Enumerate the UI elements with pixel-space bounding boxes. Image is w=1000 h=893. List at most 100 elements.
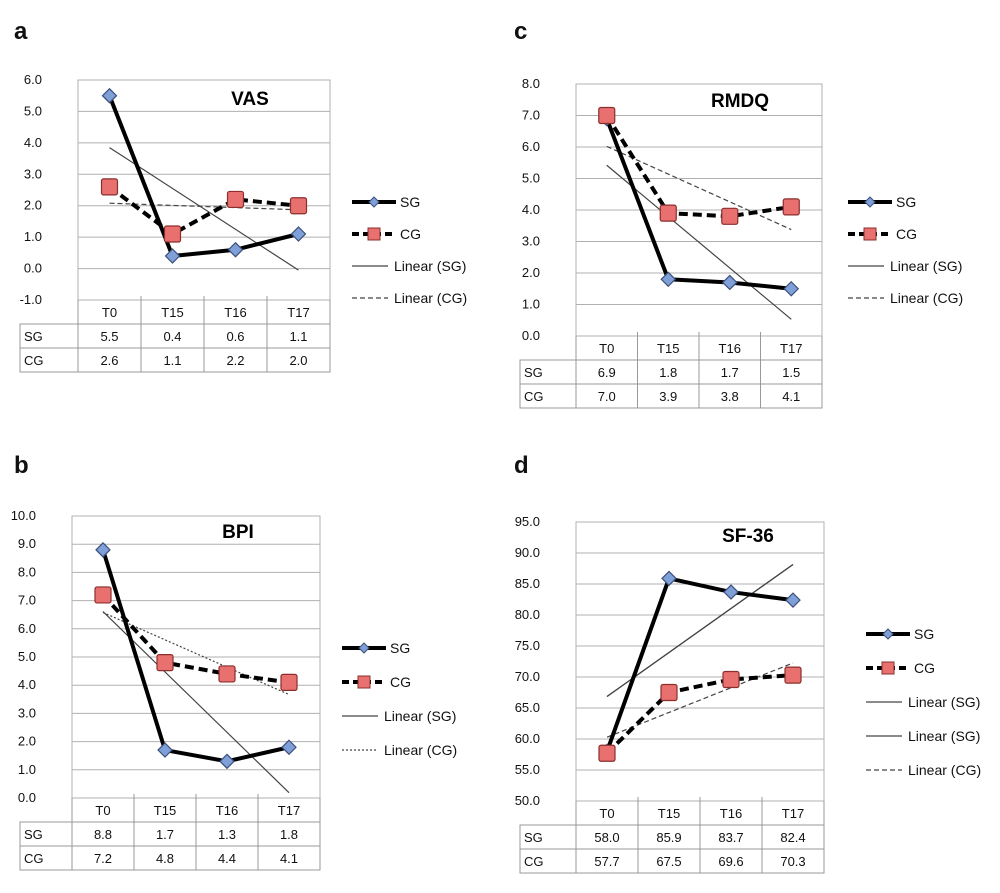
- data-table-cell: 69.6: [718, 854, 743, 869]
- y-tick-label: 3.0: [18, 705, 36, 720]
- legend-label-trendline: Linear (CG): [394, 290, 467, 306]
- data-table-cell: 1.8: [280, 827, 298, 842]
- data-table-cell: 2.0: [289, 353, 307, 368]
- y-tick-label: 3.0: [522, 234, 540, 249]
- chart-title: BPI: [222, 522, 254, 543]
- y-tick-label: 95.0: [515, 514, 540, 529]
- series-line-sg: [101, 549, 290, 764]
- panel-letter-d: d: [514, 452, 529, 479]
- data-table-cell: 0.4: [163, 329, 181, 344]
- panel-letter-a: a: [14, 18, 28, 45]
- x-category-label: T15: [154, 803, 176, 818]
- data-table-cell: 7.2: [94, 851, 112, 866]
- data-table-cell: 67.5: [656, 854, 681, 869]
- x-category-label: T17: [782, 806, 804, 821]
- y-tick-label: 6.0: [522, 139, 540, 154]
- data-point-cg: [156, 654, 174, 672]
- y-tick-label: 0.0: [18, 790, 36, 805]
- x-category-label: T15: [161, 305, 183, 320]
- y-tick-label: 70.0: [515, 669, 540, 684]
- trendline-cg: [102, 611, 290, 696]
- series-line-cg: [605, 114, 792, 219]
- y-tick-label: 1.0: [24, 229, 42, 244]
- data-point-sg: [660, 271, 677, 288]
- data-table-cell: 5.5: [100, 329, 118, 344]
- y-tick-label: 55.0: [515, 762, 540, 777]
- legend-marker-sg: [368, 196, 380, 208]
- x-category-label: T15: [658, 806, 680, 821]
- data-point-cg: [598, 106, 616, 125]
- y-tick-label: 9.0: [18, 536, 36, 551]
- y-tick-label: 2.0: [24, 198, 42, 213]
- trendline-sg: [606, 164, 792, 320]
- data-table-cell: 1.1: [163, 353, 181, 368]
- data-table-cell: 3.8: [721, 389, 739, 404]
- chart-title: SF-36: [722, 526, 774, 547]
- data-table-cell: 1.7: [156, 827, 174, 842]
- data-table-cell: 4.1: [782, 389, 800, 404]
- data-point-sg: [785, 592, 801, 608]
- chart-bpi: 0.0 1.0 2.0 3.0 4.0 5.0 6.0 7.0 8.0 9.0 10.0 T0 T15 T…: [11, 508, 457, 871]
- data-table-cell: 82.4: [780, 830, 805, 845]
- y-tick-label: 2.0: [522, 265, 540, 280]
- data-point-cg: [659, 204, 677, 222]
- y-tick-label: 7.0: [18, 593, 36, 608]
- legend-marker-sg: [882, 628, 894, 640]
- data-table-cell: 3.9: [659, 389, 677, 404]
- chart-sf36: 50.0 55.0 60.0 65.0 70.0 75.0 80.0 85.0 90.0 95.0…: [515, 514, 981, 874]
- x-category-label: T16: [224, 305, 246, 320]
- legend-label-sg: SG: [914, 626, 934, 642]
- legend-label-cg: CG: [390, 674, 411, 690]
- data-point-cg: [226, 190, 245, 209]
- data-point-cg: [289, 197, 308, 215]
- x-category-label: T0: [599, 806, 614, 821]
- y-tick-label: -1.0: [20, 292, 42, 307]
- data-point-sg: [661, 570, 677, 587]
- series-line-cg: [108, 185, 299, 236]
- y-tick-label: 10.0: [11, 508, 36, 523]
- series-line-sg: [107, 94, 299, 258]
- data-table-series-label: SG: [24, 827, 43, 842]
- legend-marker-sg: [358, 642, 370, 654]
- x-category-label: T16: [720, 806, 742, 821]
- chart-title: RMDQ: [711, 91, 769, 112]
- x-category-label: T15: [657, 341, 679, 356]
- series-line-cg: [101, 593, 290, 685]
- data-point-cg: [100, 178, 119, 196]
- data-table-series-label: CG: [524, 854, 544, 869]
- x-category-label: T16: [216, 803, 238, 818]
- series-line-sg: [604, 117, 792, 291]
- data-point-cg: [598, 744, 616, 762]
- legend-marker-cg: [863, 227, 877, 241]
- data-table-series-label: SG: [24, 329, 43, 344]
- x-category-label: T16: [719, 341, 741, 356]
- y-tick-label: 8.0: [18, 564, 36, 579]
- data-table-cell: 6.9: [598, 365, 616, 380]
- data-table-cell: 1.3: [218, 827, 236, 842]
- chart-rmdq: 0.0 1.0 2.0 3.0 4.0 5.0 6.0 7.0 8.0 T0 T15 T16 T17 SG…: [519, 76, 963, 409]
- legend-label-trendline: Linear (SG): [384, 708, 456, 724]
- y-tick-label: 4.0: [522, 202, 540, 217]
- legend-label-trendline: Linear (CG): [384, 742, 457, 758]
- trendline-sg: [109, 147, 299, 271]
- data-point-cg: [163, 225, 182, 243]
- data-point-sg: [227, 241, 244, 258]
- panel-letter-c: c: [514, 18, 528, 45]
- chart-title: VAS: [231, 89, 269, 110]
- data-table-cell: 70.3: [780, 854, 805, 869]
- x-category-label: T17: [780, 341, 802, 356]
- data-table-cell: 4.4: [218, 851, 236, 866]
- data-table-series-label: CG: [24, 353, 44, 368]
- data-point-sg: [723, 584, 739, 600]
- data-point-sg: [290, 226, 307, 242]
- legend-label-cg: CG: [914, 660, 935, 676]
- data-point-cg: [784, 666, 802, 684]
- data-point-cg: [721, 207, 739, 225]
- data-point-cg: [660, 683, 678, 702]
- series-line-cg: [605, 673, 794, 755]
- y-tick-label: 2.0: [18, 734, 36, 749]
- y-tick-label: 60.0: [515, 731, 540, 746]
- data-table-series-label: CG: [524, 389, 544, 404]
- trendline-sg: [606, 563, 794, 698]
- data-table-cell: 0.6: [226, 329, 244, 344]
